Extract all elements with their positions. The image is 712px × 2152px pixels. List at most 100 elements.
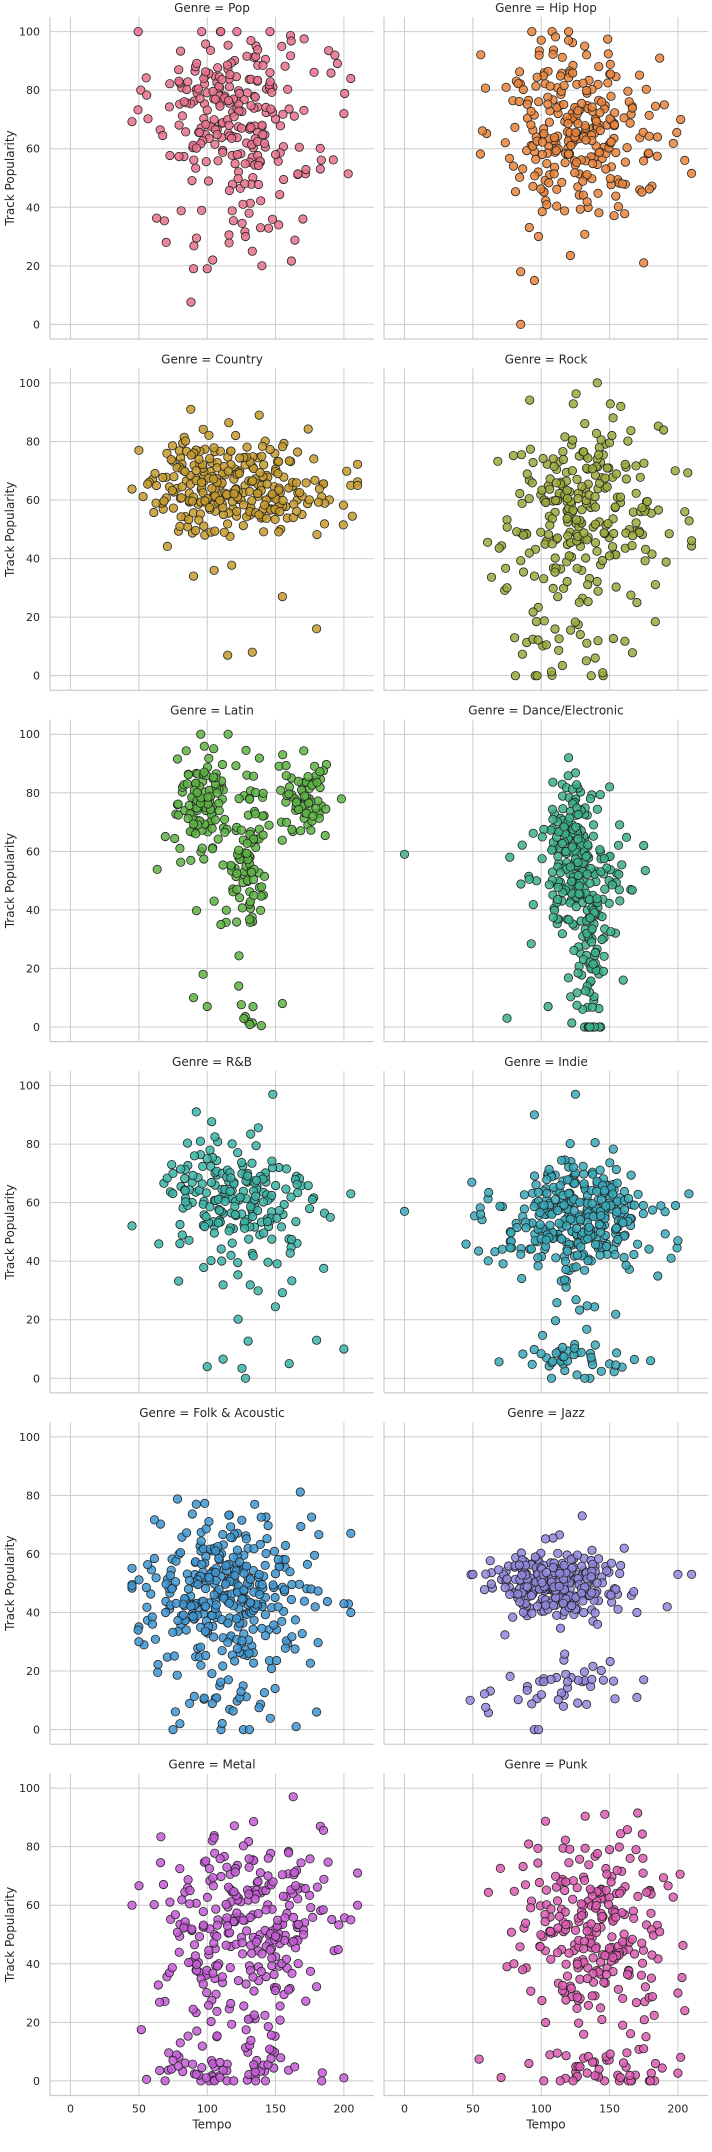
data-point xyxy=(558,1598,568,1608)
data-point xyxy=(231,430,241,441)
data-point xyxy=(540,1534,551,1544)
data-point xyxy=(596,435,606,445)
data-point xyxy=(517,1570,527,1580)
data-point xyxy=(555,2076,565,2086)
data-point xyxy=(276,1222,287,1232)
data-point xyxy=(546,1954,556,1964)
data-point xyxy=(352,1868,363,1878)
data-point xyxy=(601,1201,611,1211)
data-point xyxy=(537,207,547,217)
data-point xyxy=(218,1280,228,1290)
data-point xyxy=(188,1611,198,1622)
data-point xyxy=(253,1876,263,1887)
data-point xyxy=(245,1019,255,1030)
data-point xyxy=(210,1848,220,1858)
data-point xyxy=(146,1589,156,1599)
data-point xyxy=(544,178,554,188)
data-point xyxy=(536,184,546,194)
y-tick-label: 40 xyxy=(26,553,40,566)
data-point xyxy=(270,1931,281,1941)
data-point xyxy=(169,1651,179,1661)
data-point xyxy=(566,140,576,151)
data-point xyxy=(650,101,661,111)
data-point xyxy=(612,1865,622,1876)
data-point xyxy=(585,1022,595,1032)
data-point xyxy=(598,1675,609,1685)
data-point xyxy=(259,138,270,148)
data-point xyxy=(559,822,569,832)
data-point xyxy=(220,814,230,825)
data-point xyxy=(540,1917,550,1927)
data-point xyxy=(352,480,363,490)
data-point xyxy=(256,1966,266,1977)
data-point xyxy=(231,761,241,771)
data-point xyxy=(555,868,565,878)
data-point xyxy=(606,927,616,937)
data-point xyxy=(292,1179,302,1189)
data-point xyxy=(305,1658,315,1668)
data-point xyxy=(596,1211,606,1221)
data-point xyxy=(582,170,592,180)
data-point xyxy=(611,191,621,201)
data-point xyxy=(226,1173,236,1183)
data-point xyxy=(567,1018,577,1028)
data-point xyxy=(563,753,574,763)
data-point xyxy=(493,456,503,466)
data-point xyxy=(561,1959,571,1969)
data-point xyxy=(229,2076,239,2086)
data-point xyxy=(586,671,596,681)
data-point xyxy=(560,432,570,442)
data-point xyxy=(229,1821,239,1831)
data-point xyxy=(569,945,579,956)
data-point xyxy=(277,1870,287,1880)
data-point xyxy=(582,1926,592,1936)
data-point xyxy=(562,485,572,496)
data-point xyxy=(309,1550,320,1560)
data-point xyxy=(266,104,276,114)
data-point xyxy=(619,113,629,123)
data-point xyxy=(568,1894,578,1904)
data-point xyxy=(134,1637,144,1647)
data-point xyxy=(347,511,357,521)
data-point xyxy=(177,111,187,121)
data-point xyxy=(505,852,515,862)
data-point xyxy=(216,1244,226,1254)
data-point xyxy=(595,2003,606,2013)
data-point xyxy=(253,179,264,190)
data-point xyxy=(515,1597,525,1607)
data-point xyxy=(595,1250,605,1260)
data-point xyxy=(194,515,204,525)
data-point xyxy=(626,590,636,600)
data-point xyxy=(646,1908,656,1918)
data-point xyxy=(213,63,223,73)
data-point xyxy=(185,1899,195,1909)
data-point xyxy=(568,505,578,515)
data-point xyxy=(514,96,524,107)
data-point xyxy=(194,454,204,464)
x-tick-label: 0 xyxy=(67,2103,74,2116)
data-point xyxy=(581,656,591,666)
data-point xyxy=(605,1158,615,1168)
data-point xyxy=(583,453,593,463)
data-point xyxy=(544,1164,554,1175)
data-point xyxy=(160,2076,170,2086)
y-tick-label: 60 xyxy=(26,1548,40,1561)
data-point xyxy=(222,60,232,70)
data-point xyxy=(306,1512,317,1522)
data-point xyxy=(477,126,487,136)
data-point xyxy=(627,1934,637,1944)
data-point xyxy=(584,1222,594,1232)
x-tick-label: 200 xyxy=(333,2103,354,2116)
data-point xyxy=(639,2015,649,2025)
data-point xyxy=(204,753,214,764)
data-point xyxy=(554,634,564,644)
data-point xyxy=(568,2076,578,2086)
data-point xyxy=(229,1887,239,1897)
data-point xyxy=(534,97,544,107)
data-point xyxy=(596,1665,606,1676)
data-point xyxy=(586,1572,596,1582)
data-point xyxy=(240,1223,250,1233)
data-point xyxy=(508,161,519,171)
data-point xyxy=(533,1725,544,1735)
